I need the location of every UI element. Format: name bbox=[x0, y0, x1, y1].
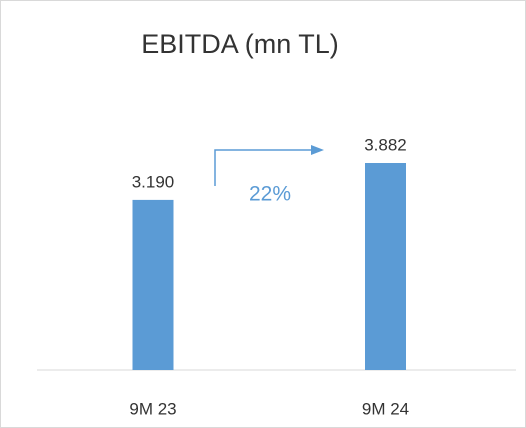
bar bbox=[365, 163, 406, 370]
growth-arrow bbox=[214, 149, 312, 186]
bar bbox=[132, 199, 174, 370]
growth-annotation: 22% bbox=[249, 183, 291, 206]
x-tick-label: 9M 23 bbox=[129, 399, 176, 418]
x-tick-label: 9M 24 bbox=[362, 399, 409, 418]
data-label: 3.882 bbox=[364, 135, 407, 154]
chart-title: EBITDA (mn TL) bbox=[141, 29, 339, 59]
arrow-head bbox=[311, 145, 324, 155]
data-label: 3.190 bbox=[132, 172, 175, 191]
